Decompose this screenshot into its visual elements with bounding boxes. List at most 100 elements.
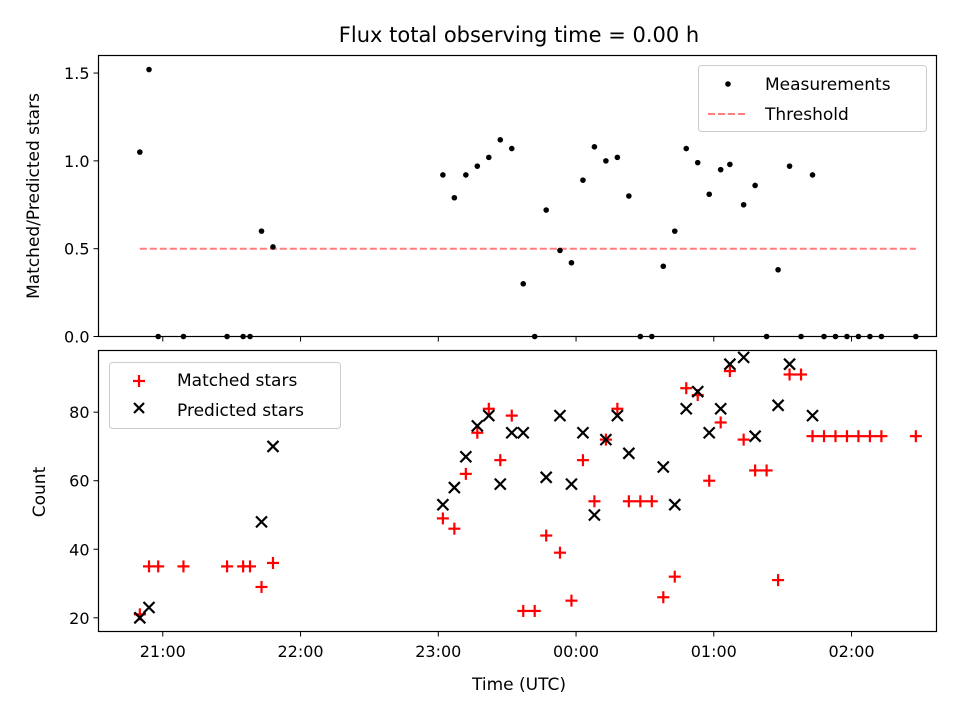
predicted-star-point (482, 409, 496, 422)
measurement-point (603, 158, 609, 164)
measurement-point (717, 166, 724, 173)
matched-star-point (565, 594, 578, 607)
predicted-star-point (783, 357, 796, 371)
measurement-point (440, 172, 446, 178)
predicted-star-point (622, 447, 636, 460)
measurement-point (809, 172, 816, 178)
matched-star-point (471, 426, 484, 439)
measurement-point (775, 266, 781, 273)
matched-star-point (588, 495, 601, 508)
predicted-star-point (679, 402, 693, 416)
measurement-point (660, 263, 667, 270)
top-axis-ticks: 0.0 0.5 1.0 1.5 (64, 64, 853, 347)
bottom-plot-frame (97, 349, 938, 633)
matched-star-point (634, 495, 647, 508)
predicted-star-point (714, 402, 727, 416)
top-legend: Measurements Threshold (698, 65, 927, 132)
bottom-y-tick-label: 40 (69, 540, 89, 559)
matched-star-point (829, 430, 842, 443)
legend-predicted-marker (133, 402, 145, 414)
matched-star-point (806, 430, 819, 443)
predicted-star-point (611, 409, 624, 422)
predicted-star-point (723, 357, 737, 371)
measurement-point (486, 154, 492, 161)
predicted-star-point (565, 477, 578, 491)
measurement-point (694, 159, 701, 166)
legend-matched-label: Matched stars (177, 371, 297, 391)
matched-star-point (540, 529, 553, 542)
predicted-star-point (142, 601, 156, 614)
matched-star-point (505, 409, 518, 422)
predicted-star-point (702, 426, 716, 440)
predicted-star-point (771, 399, 785, 412)
x-tick-label: 23:00 (415, 642, 461, 661)
x-tick-label: 01:00 (691, 642, 737, 661)
matched-star-point (576, 454, 589, 467)
measurement-point (137, 149, 143, 155)
predicted-star-point (539, 471, 553, 484)
matched-star-point (783, 368, 796, 381)
matched-star-point (657, 591, 670, 604)
matched-star-point (448, 522, 461, 535)
x-tick-label: 22:00 (277, 642, 323, 661)
matched-star-point (177, 560, 190, 573)
predicted-star-point (599, 433, 613, 446)
legend-measurements-label: Measurements (765, 75, 891, 95)
bottom-y-axis-label: Count (30, 466, 50, 517)
measurement-point (520, 281, 527, 287)
matched-star-point (645, 495, 658, 508)
measurement-point (626, 193, 632, 199)
measurement-point (727, 161, 733, 168)
matched-star-point (760, 464, 773, 477)
x-axis-label: Time (UTC) (471, 675, 566, 695)
top-y-tick-label: 1.5 (64, 64, 89, 83)
matched-star-point (482, 402, 495, 415)
top-y-tick-label: 0.5 (64, 240, 89, 259)
measurement-point (671, 228, 678, 234)
top-y-tick-label: 0.0 (64, 328, 89, 347)
measurement-point (614, 154, 621, 161)
matched-star-point (737, 433, 750, 446)
count-panel: Count Time (UTC) 20 40 60 80 21:00 22:00 23:00… (30, 349, 938, 695)
measurement-point (474, 163, 481, 169)
top-y-axis-label: Matched/Predicted stars (24, 93, 44, 299)
matched-star-point (852, 430, 865, 443)
matched-star-point (772, 574, 785, 587)
measurement-point (740, 201, 747, 208)
matched-star-point (749, 464, 762, 477)
predicted-star-point (691, 385, 705, 398)
top-plot-area (137, 66, 919, 340)
x-tick-label: 21:00 (140, 642, 186, 661)
top-plot-frame (97, 54, 938, 338)
matched-star-point (152, 560, 165, 573)
measurement-point (497, 137, 504, 143)
measurement-point (463, 172, 469, 178)
legend-predicted-label: Predicted stars (177, 401, 304, 421)
measurement-point (508, 145, 515, 152)
top-y-tick-label: 1.0 (64, 152, 89, 171)
predicted-star-point (436, 498, 450, 511)
matched-star-point (517, 604, 530, 617)
legend-measurements-marker (725, 81, 731, 87)
matched-star-point (553, 546, 566, 559)
matched-star-point (714, 416, 727, 429)
measurement-point (146, 66, 152, 73)
bottom-plot-area (133, 351, 922, 625)
matched-star-point (266, 556, 279, 569)
predicted-star-point (516, 426, 530, 440)
bottom-y-tick-label: 80 (69, 403, 89, 422)
matched-star-point (494, 454, 507, 467)
matched-star-point (840, 430, 853, 443)
legend-matched-marker (133, 375, 145, 387)
chart-title: Flux total observing time = 0.00 h (339, 23, 699, 47)
matched-star-point (244, 560, 257, 573)
x-tick-label: 00:00 (553, 642, 599, 661)
matched-star-point (528, 604, 541, 617)
matched-star-point (680, 382, 693, 395)
matched-star-point (795, 368, 808, 381)
measurement-point (557, 247, 563, 254)
predicted-star-point (494, 477, 507, 491)
measurement-point (752, 182, 758, 189)
predicted-star-point (748, 429, 762, 443)
